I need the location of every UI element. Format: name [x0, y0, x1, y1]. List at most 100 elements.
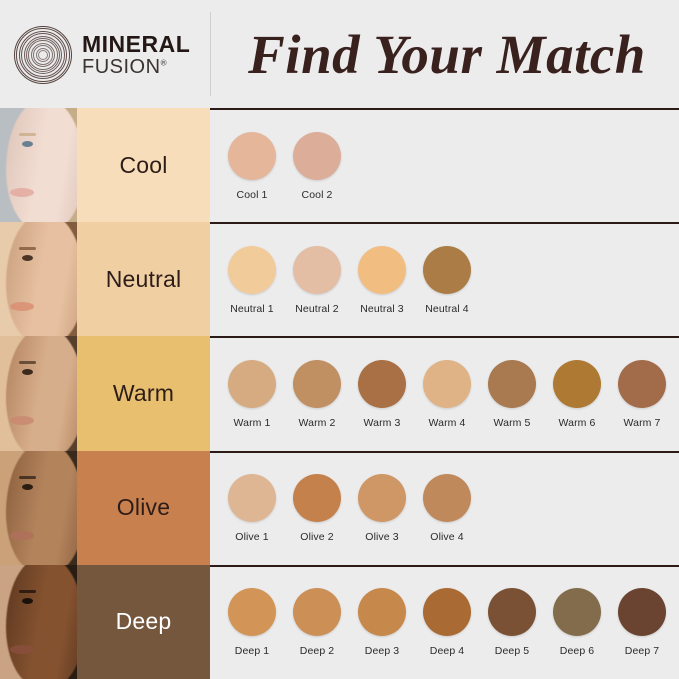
swatch-color-dot[interactable]: [553, 359, 601, 408]
swatch-warm-5[interactable]: Warm 5: [488, 359, 536, 429]
swatch-color-dot[interactable]: [423, 359, 471, 408]
swatch-color-dot[interactable]: [488, 359, 536, 408]
swatch-list: Neutral 1 Neutral 2 Neutral 3 Neutral 4: [228, 245, 471, 315]
swatch-deep-5[interactable]: Deep 5: [488, 588, 536, 657]
swatch-color-dot[interactable]: [228, 131, 276, 180]
swatch-label: Olive 1: [235, 531, 269, 544]
swatch-deep-6[interactable]: Deep 6: [553, 588, 601, 657]
swatch-color-dot[interactable]: [293, 245, 341, 294]
swatch-label: Deep 4: [429, 645, 465, 658]
swatch-deep-4[interactable]: Deep 4: [423, 588, 471, 657]
swatch-color-dot[interactable]: [358, 245, 406, 294]
logo-ring: [18, 30, 68, 80]
swatch-label: Olive 4: [430, 531, 464, 544]
swatch-color-dot[interactable]: [423, 245, 471, 294]
photo-lips: [10, 644, 34, 654]
swatch-label: Cool 1: [236, 188, 268, 201]
swatch-deep-7[interactable]: Deep 7: [618, 588, 666, 657]
logo-ring: [35, 47, 51, 63]
swatch-olive-4[interactable]: Olive 4: [423, 474, 471, 543]
swatch-olive-1[interactable]: Olive 1: [228, 474, 276, 543]
swatch-color-dot[interactable]: [228, 588, 276, 637]
swatch-label: Warm 4: [428, 416, 466, 429]
shade-category-neutral[interactable]: Neutral: [77, 222, 210, 337]
swatch-label: Warm 5: [493, 416, 531, 429]
swatch-deep-3[interactable]: Deep 3: [358, 588, 406, 657]
swatch-neutral-2[interactable]: Neutral 2: [293, 245, 341, 315]
swatch-color-dot[interactable]: [423, 588, 471, 637]
swatch-color-dot[interactable]: [358, 588, 406, 637]
swatch-warm-7[interactable]: Warm 7: [618, 359, 666, 429]
header: MINERAL FUSION® Find Your Match: [0, 0, 679, 108]
swatch-deep-1[interactable]: Deep 1: [228, 588, 276, 657]
photo-brow: [19, 247, 36, 251]
swatch-label: Deep 7: [624, 645, 660, 658]
swatch-olive-3[interactable]: Olive 3: [358, 474, 406, 543]
logo-ring: [28, 40, 58, 70]
swatch-label: Deep 2: [299, 645, 335, 658]
swatch-warm-3[interactable]: Warm 3: [358, 359, 406, 429]
brand-logo[interactable]: MINERAL FUSION®: [14, 26, 206, 84]
swatch-neutral-1[interactable]: Neutral 1: [228, 245, 276, 315]
swatch-warm-2[interactable]: Warm 2: [293, 359, 341, 429]
swatch-list: Deep 1 Deep 2 Deep 3 Deep 4 Deep 5 Deep 6 Deep…: [228, 588, 666, 657]
photo-lips: [10, 530, 34, 540]
swatch-color-dot[interactable]: [293, 359, 341, 408]
photo-brow: [19, 133, 36, 136]
swatch-color-dot[interactable]: [228, 359, 276, 408]
swatch-color-dot[interactable]: [228, 474, 276, 523]
swatch-label: Olive 2: [300, 531, 334, 544]
shade-category-deep[interactable]: Deep: [77, 564, 210, 679]
swatch-color-dot[interactable]: [423, 474, 471, 523]
photo-face: [6, 450, 77, 565]
swatch-label: Warm 6: [558, 416, 596, 429]
swatch-color-dot[interactable]: [488, 588, 536, 637]
photo-eye: [22, 597, 33, 604]
swatch-warm-6[interactable]: Warm 6: [553, 359, 601, 429]
swatch-label: Cool 2: [301, 188, 333, 201]
swatch-neutral-4[interactable]: Neutral 4: [423, 245, 471, 315]
swatch-color-dot[interactable]: [293, 474, 341, 523]
model-photo-deep: [0, 564, 77, 679]
swatch-label: Neutral 4: [425, 302, 469, 315]
swatch-color-dot[interactable]: [553, 588, 601, 637]
swatch-cool-2[interactable]: Cool 2: [293, 131, 341, 201]
photo-face: [6, 108, 77, 223]
swatch-cool-1[interactable]: Cool 1: [228, 131, 276, 201]
swatch-color-dot[interactable]: [293, 131, 341, 180]
swatch-deep-2[interactable]: Deep 2: [293, 588, 341, 657]
shade-grid: Cool Cool 1 Cool 2 Neutral Neutral 1 Neutral …: [0, 108, 679, 679]
swatch-color-dot[interactable]: [293, 588, 341, 637]
swatch-label: Warm 7: [623, 416, 661, 429]
swatch-list: Cool 1 Cool 2: [228, 131, 341, 201]
shade-category-label: Cool: [119, 151, 168, 178]
swatch-label: Warm 2: [298, 416, 336, 429]
photo-face: [6, 222, 77, 337]
model-photo-olive: [0, 450, 77, 565]
shade-category-warm[interactable]: Warm: [77, 336, 210, 451]
swatch-olive-2[interactable]: Olive 2: [293, 474, 341, 543]
swatch-neutral-3[interactable]: Neutral 3: [358, 245, 406, 315]
swatch-color-dot[interactable]: [228, 245, 276, 294]
registered-mark: ®: [160, 57, 167, 67]
shade-row-neutral: Neutral Neutral 1 Neutral 2 Neutral 3 Neutra…: [0, 222, 679, 337]
shade-category-cool[interactable]: Cool: [77, 108, 210, 223]
photo-eye: [22, 369, 33, 376]
swatch-strip-warm: Warm 1 Warm 2 Warm 3 Warm 4 Warm 5 Warm 6 Warm…: [210, 336, 679, 451]
shade-category-label: Neutral: [105, 265, 182, 292]
swatch-color-dot[interactable]: [358, 474, 406, 523]
photo-eye: [22, 483, 33, 490]
brand-name-primary: MINERAL: [82, 31, 191, 58]
swatch-warm-4[interactable]: Warm 4: [423, 359, 471, 429]
swatch-strip-olive: Olive 1 Olive 2 Olive 3 Olive 4: [210, 450, 679, 565]
shade-category-olive[interactable]: Olive: [77, 450, 210, 565]
swatch-color-dot[interactable]: [618, 359, 666, 408]
photo-lips: [10, 188, 34, 197]
swatch-color-dot[interactable]: [358, 359, 406, 408]
model-photo-cool: [0, 108, 77, 223]
swatch-strip-cool: Cool 1 Cool 2: [210, 108, 679, 223]
swatch-color-dot[interactable]: [618, 588, 666, 637]
swatch-warm-1[interactable]: Warm 1: [228, 359, 276, 429]
photo-eye: [22, 255, 33, 262]
